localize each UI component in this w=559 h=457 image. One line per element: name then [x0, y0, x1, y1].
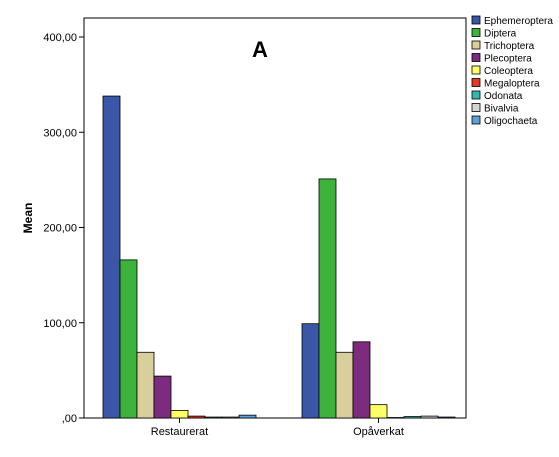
- y-tick-label: 400,00: [43, 32, 77, 44]
- bar-diptera-restaurerat: [119, 259, 138, 419]
- legend-label-trichoptera: Trichoptera: [484, 41, 535, 52]
- bar-odonata-restaurerat: [204, 416, 223, 419]
- bar-coleoptera-opåverkat: [369, 404, 388, 419]
- legend-swatch-ephemeroptera: [471, 15, 481, 25]
- legend-swatch-plecoptera: [471, 53, 481, 62]
- bar-plecoptera-restaurerat: [153, 375, 172, 419]
- legend-swatch-odonata: [471, 90, 481, 100]
- legend-label-odonata: Odonata: [484, 91, 523, 102]
- legend-label-ephemeroptera: Ephemeroptera: [484, 16, 553, 27]
- x-tick-label: Restaurerat: [151, 426, 208, 438]
- legend-swatch-megaloptera: [471, 78, 481, 87]
- legend-swatch-bivalvia: [471, 103, 481, 112]
- bar-plecoptera-opåverkat: [352, 341, 371, 419]
- bar-megaloptera-restaurerat: [187, 415, 206, 419]
- legend-swatch-diptera: [471, 28, 481, 37]
- bar-ephemeroptera-restaurerat: [102, 95, 121, 419]
- legend-label-bivalvia: Bivalvia: [484, 104, 519, 115]
- plot-frame: [83, 17, 467, 419]
- legend-label-oligochaeta: Oligochaeta: [484, 116, 538, 127]
- legend-swatch-oligochaeta: [471, 115, 481, 125]
- axes-group: ,00 100,00 200,00 300,00 400,00 Restaurerat Op…: [43, 32, 404, 438]
- bar-trichoptera-opåverkat: [335, 351, 354, 419]
- legend-label-coleoptera: Coleoptera: [484, 66, 533, 77]
- legend-label-plecoptera: Plecoptera: [484, 54, 532, 65]
- bar-trichoptera-restaurerat: [136, 351, 155, 419]
- bar-bivalvia-opåverkat: [420, 415, 439, 419]
- y-tick-label: 200,00: [43, 223, 77, 235]
- legend-label-megaloptera: Megaloptera: [484, 79, 540, 90]
- x-tick-label: Opåverkat: [353, 426, 404, 438]
- legend-swatch-coleoptera: [471, 65, 481, 75]
- bar-odonata-opåverkat: [403, 416, 422, 419]
- bar-ephemeroptera-opåverkat: [301, 323, 320, 419]
- bar-oligochaeta-restaurerat: [238, 414, 257, 419]
- bar-megaloptera-opåverkat: [386, 417, 405, 419]
- bar-oligochaeta-opåverkat: [437, 416, 456, 419]
- legend-label-diptera: Diptera: [484, 29, 517, 40]
- bar-bivalvia-restaurerat: [221, 416, 240, 419]
- y-tick-label: ,00: [62, 413, 77, 425]
- panel-label: A: [252, 37, 268, 62]
- bars-group: [102, 95, 456, 419]
- panel-label-box: [246, 30, 274, 66]
- bar-diptera-opåverkat: [318, 178, 337, 419]
- y-tick-label: 300,00: [43, 127, 77, 139]
- bar-coleoptera-restaurerat: [170, 409, 189, 419]
- legend-swatch-trichoptera: [471, 40, 481, 50]
- y-axis-label: Mean: [21, 203, 35, 234]
- y-tick-label: 100,00: [43, 318, 77, 330]
